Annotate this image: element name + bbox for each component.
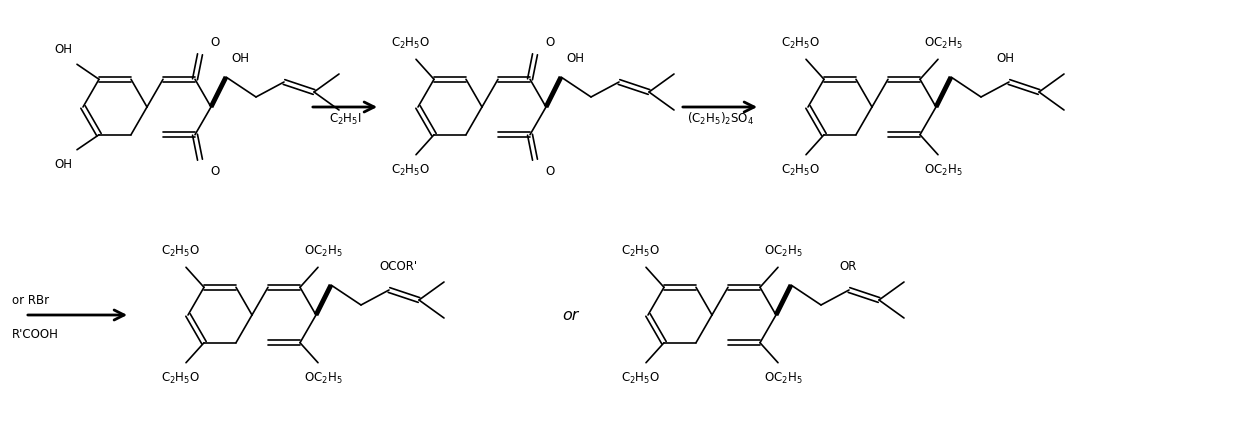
Text: OH: OH	[55, 158, 72, 171]
Text: OC$_2$H$_5$: OC$_2$H$_5$	[924, 163, 963, 178]
Text: (C$_2$H$_5$)$_2$SO$_4$: (C$_2$H$_5$)$_2$SO$_4$	[686, 111, 753, 127]
Text: or RBr: or RBr	[12, 294, 50, 308]
Text: C$_2$H$_5$O: C$_2$H$_5$O	[622, 244, 660, 259]
Text: OCOR': OCOR'	[379, 260, 418, 273]
Text: OC$_2$H$_5$: OC$_2$H$_5$	[304, 371, 342, 386]
Text: OH: OH	[55, 43, 72, 56]
Text: OH: OH	[230, 52, 249, 65]
Text: OH: OH	[566, 52, 584, 65]
Text: C$_2$H$_5$O: C$_2$H$_5$O	[782, 163, 820, 178]
Text: C$_2$H$_5$O: C$_2$H$_5$O	[161, 371, 201, 386]
Text: R'COOH: R'COOH	[12, 329, 59, 341]
Text: O: O	[545, 36, 554, 49]
Text: OH: OH	[996, 52, 1014, 65]
Text: C$_2$H$_5$O: C$_2$H$_5$O	[392, 163, 430, 178]
Text: OC$_2$H$_5$: OC$_2$H$_5$	[304, 244, 342, 259]
Text: or: or	[561, 308, 579, 323]
Text: OC$_2$H$_5$: OC$_2$H$_5$	[763, 244, 803, 259]
Text: OC$_2$H$_5$: OC$_2$H$_5$	[763, 371, 803, 386]
Text: O: O	[209, 36, 219, 49]
Text: O: O	[209, 165, 219, 178]
Text: C$_2$H$_5$O: C$_2$H$_5$O	[622, 371, 660, 386]
Text: O: O	[545, 165, 554, 178]
Text: C$_2$H$_5$O: C$_2$H$_5$O	[392, 36, 430, 51]
Text: OR: OR	[839, 260, 856, 273]
Text: OC$_2$H$_5$: OC$_2$H$_5$	[924, 36, 963, 51]
Text: C$_2$H$_5$I: C$_2$H$_5$I	[328, 112, 362, 127]
Text: C$_2$H$_5$O: C$_2$H$_5$O	[782, 36, 820, 51]
Text: C$_2$H$_5$O: C$_2$H$_5$O	[161, 244, 201, 259]
